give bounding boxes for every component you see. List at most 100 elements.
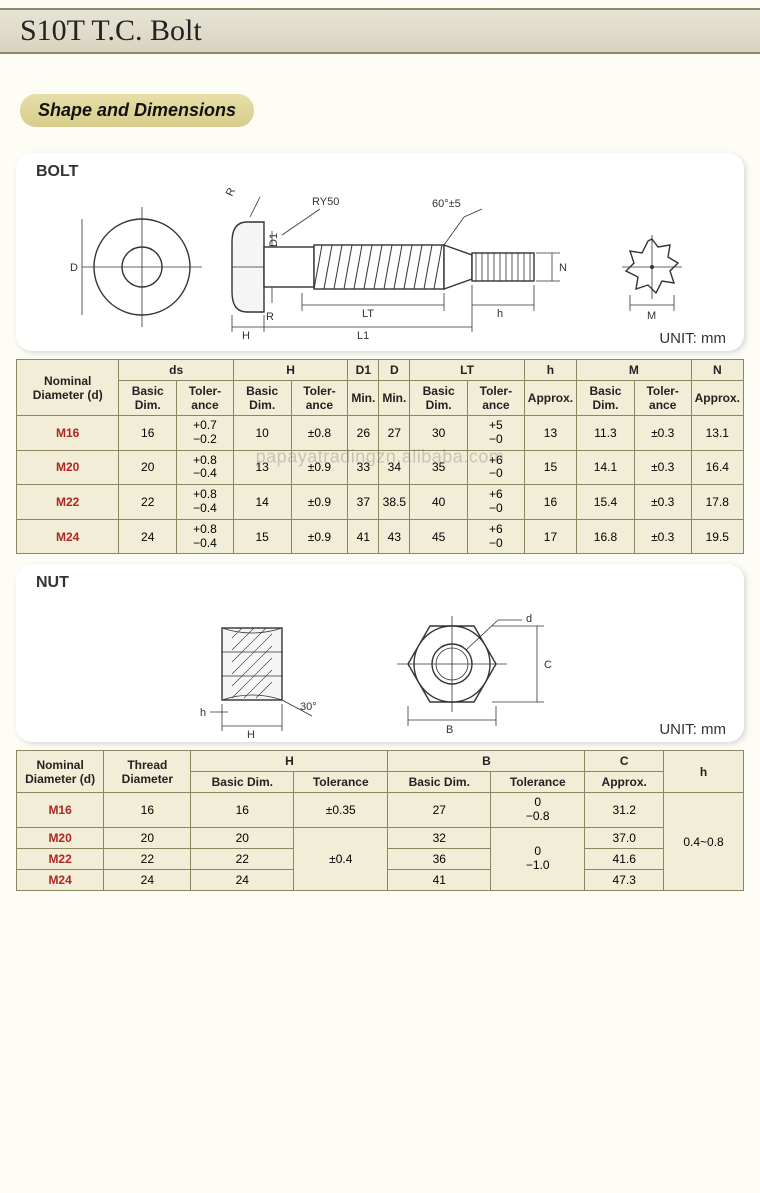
cell-d: M16	[17, 793, 104, 828]
th-H: H	[233, 360, 347, 381]
th-approx: Approx.	[691, 381, 743, 416]
bolt-diagram: D RY50 RY50 R H D1 ds	[32, 187, 728, 347]
th-H: H	[191, 751, 388, 772]
th-h: h	[664, 751, 744, 793]
bolt-diagram-box: BOLT D RY50 RY50 R H	[16, 153, 744, 351]
cell: 13	[233, 450, 291, 485]
cell: 36	[388, 848, 491, 869]
cell: ±0.3	[634, 450, 691, 485]
cell: 33	[348, 450, 379, 485]
dim-M: M	[647, 310, 656, 322]
cell: +5−0	[467, 416, 524, 451]
cell: ±0.9	[291, 450, 348, 485]
cell: ±0.35	[294, 793, 388, 828]
cell-d: M22	[17, 848, 104, 869]
th-hh: h	[524, 360, 576, 381]
cell: +6−0	[467, 519, 524, 554]
cell: 19.5	[691, 519, 743, 554]
cell: 27	[388, 793, 491, 828]
th-B: B	[388, 751, 585, 772]
nut-H: H	[247, 729, 255, 738]
th-tol: Toler-ance	[177, 381, 234, 416]
th-ds: ds	[119, 360, 233, 381]
th-D: D	[379, 360, 410, 381]
cell: 26	[348, 416, 379, 451]
nut-label: NUT	[36, 574, 728, 592]
dim-R: R	[266, 311, 274, 323]
cell: 14	[233, 485, 291, 520]
nut-B: B	[446, 724, 453, 736]
cell: 13	[524, 416, 576, 451]
page: S10T T.C. Bolt Shape and Dimensions BOLT…	[0, 8, 760, 891]
th-tol: Toler-ance	[291, 381, 348, 416]
cell: 38.5	[379, 485, 410, 520]
cell: 16	[524, 485, 576, 520]
cell: 16	[104, 793, 191, 828]
dim-LT: LT	[362, 308, 374, 320]
cell: 45	[410, 519, 468, 554]
table-row: M1616+0.7−0.210±0.8262730+5−01311.3±0.31…	[17, 416, 744, 451]
dim-h: h	[497, 308, 503, 320]
th-approx: Approx.	[524, 381, 576, 416]
cell: +0.8−0.4	[177, 485, 234, 520]
cell: 27	[379, 416, 410, 451]
cell: 37	[348, 485, 379, 520]
cell: 17.8	[691, 485, 743, 520]
bolt-label: BOLT	[36, 163, 728, 181]
cell: ±0.9	[291, 519, 348, 554]
th-LT: LT	[410, 360, 524, 381]
unit-label: UNIT: mm	[659, 721, 726, 738]
cell: 16	[119, 416, 177, 451]
page-title: S10T T.C. Bolt	[20, 14, 740, 48]
cell: 24	[119, 519, 177, 554]
th-tol: Tolerance	[294, 772, 388, 793]
nut-diagram-box: NUT 30° h H	[16, 564, 744, 742]
th-tol: Toler-ance	[467, 381, 524, 416]
cell: 17	[524, 519, 576, 554]
cell: 15.4	[577, 485, 635, 520]
cell-d: M20	[17, 450, 119, 485]
cell: 22	[191, 848, 294, 869]
cell-d: M24	[17, 519, 119, 554]
cell: 16.4	[691, 450, 743, 485]
th-basic: Basic Dim.	[410, 381, 468, 416]
cell: 34	[379, 450, 410, 485]
unit-label: UNIT: mm	[659, 330, 726, 347]
cell: 16.8	[577, 519, 635, 554]
cell: +6−0	[467, 485, 524, 520]
nut-table: Nominal Diameter (d) Thread Diameter H B…	[16, 750, 744, 891]
cell: 41.6	[585, 848, 664, 869]
cell: 0−1.0	[491, 827, 585, 890]
dim-D: D	[70, 262, 78, 274]
table-row: M161616±0.35270−0.831.20.4~0.8	[17, 793, 744, 828]
table-row: M2020+0.8−0.413±0.9333435+6−01514.1±0.31…	[17, 450, 744, 485]
dim-N: N	[559, 262, 567, 274]
cell: 20	[104, 827, 191, 848]
nut-diagram: 30° h H d	[32, 598, 728, 738]
th-basic: Basic Dim.	[577, 381, 635, 416]
dim-ry50a: RY50	[224, 187, 246, 198]
nut-C: C	[544, 659, 552, 671]
cell: 0.4~0.8	[664, 793, 744, 891]
th-tol: Toler-ance	[634, 381, 691, 416]
th-approx: Approx.	[585, 772, 664, 793]
th-nominal: Nominal Diameter (d)	[17, 360, 119, 416]
cell-d: M24	[17, 869, 104, 890]
cell: 41	[388, 869, 491, 890]
nut-d: d	[526, 613, 532, 625]
cell: 40	[410, 485, 468, 520]
cell: 43	[379, 519, 410, 554]
cell: 13.1	[691, 416, 743, 451]
cell: ±0.3	[634, 485, 691, 520]
cell: ±0.8	[291, 416, 348, 451]
section-header-label: Shape and Dimensions	[38, 100, 236, 120]
bolt-table: Nominal Diameter (d) ds H D1 D LT h M N …	[16, 359, 744, 554]
table-row: M2424+0.8−0.415±0.9414345+6−01716.8±0.31…	[17, 519, 744, 554]
cell: 20	[191, 827, 294, 848]
dim-H: H	[242, 330, 250, 342]
th-D1: D1	[348, 360, 379, 381]
cell: 30	[410, 416, 468, 451]
cell-d: M16	[17, 416, 119, 451]
section-header: Shape and Dimensions	[20, 94, 254, 127]
cell: 35	[410, 450, 468, 485]
